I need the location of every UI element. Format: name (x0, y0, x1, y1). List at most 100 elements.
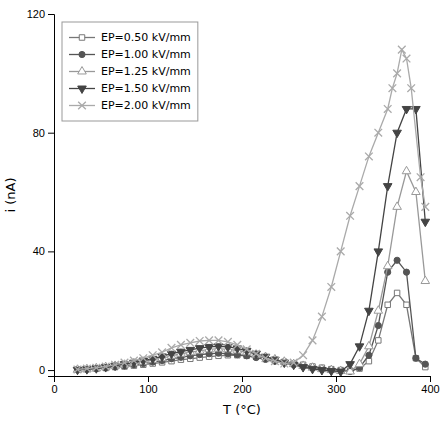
data-point (346, 362, 355, 369)
legend-marker (79, 35, 84, 40)
tick: 100 (139, 376, 157, 395)
legend-label: EP=0.50 kV/mm (101, 31, 191, 44)
tick-label: 300 (327, 383, 345, 395)
data-point (421, 203, 429, 211)
data-point (421, 276, 430, 283)
data-point (130, 357, 138, 365)
legend-marker (78, 86, 87, 93)
tick-mark (430, 376, 431, 382)
data-point (280, 360, 288, 368)
series (75, 290, 428, 373)
data-point (355, 359, 364, 366)
data-point (417, 173, 425, 181)
tick: 0 (39, 364, 54, 376)
series (74, 257, 428, 374)
tick-label: 100 (139, 383, 157, 395)
y-axis-title: i (nA) (3, 177, 18, 212)
data-point (261, 354, 270, 361)
data-point (271, 357, 279, 365)
data-point (402, 106, 411, 113)
legend-item: EP=0.50 kV/mm (69, 31, 191, 44)
axis-line (48, 15, 55, 377)
tick-label: 400 (421, 383, 439, 395)
data-point (177, 341, 185, 349)
tick-mark (242, 376, 243, 382)
tick: 200 (233, 376, 251, 395)
tick: 40 (33, 245, 54, 257)
data-point (168, 344, 176, 352)
legend-marker (78, 102, 86, 110)
data-point (337, 248, 345, 256)
data-layer (73, 46, 429, 376)
data-point (214, 344, 223, 351)
x-axis-title: T (°C) (222, 402, 261, 417)
tick-label: 0 (39, 364, 45, 376)
data-point (290, 359, 298, 367)
data-point (158, 348, 166, 356)
data-point (186, 347, 195, 354)
data-point (195, 346, 204, 353)
data-point (374, 129, 382, 137)
data-point (403, 55, 411, 63)
data-point (158, 353, 167, 360)
tick-label: 0 (51, 383, 57, 395)
data-point (318, 368, 327, 375)
axis-line (55, 377, 431, 383)
series-line (78, 171, 426, 371)
data-point (384, 105, 392, 113)
data-point (403, 269, 409, 275)
data-point (394, 257, 400, 263)
legend: EP=0.50 kV/mm EP=1.00 kV/mm EP=1.25 kV/mm E… (62, 22, 198, 121)
data-point (355, 344, 364, 351)
data-point (383, 184, 392, 191)
data-point (327, 283, 335, 291)
tick-mark (48, 133, 54, 134)
data-point (262, 354, 270, 362)
data-point (102, 363, 110, 371)
tick-label: 120 (27, 8, 45, 20)
data-point (376, 338, 381, 343)
tick-mark (48, 370, 54, 371)
legend-item: EP=1.25 kV/mm (69, 65, 191, 78)
legend-item: EP=2.00 kV/mm (69, 99, 191, 112)
data-point (365, 308, 374, 315)
data-point (205, 344, 214, 351)
data-point (121, 359, 129, 367)
data-point (394, 290, 399, 295)
data-point (327, 368, 336, 375)
data-point (308, 366, 317, 373)
data-point (74, 366, 82, 374)
data-point (383, 261, 392, 268)
data-point (404, 302, 409, 307)
data-point (299, 365, 308, 372)
tick: 80 (33, 127, 54, 139)
data-point (393, 70, 401, 78)
legend-item: EP=1.00 kV/mm (69, 48, 191, 61)
tick-label: 80 (33, 127, 45, 139)
data-point (215, 337, 223, 345)
data-point (413, 355, 418, 360)
data-point (366, 358, 371, 363)
legend-label: EP=1.00 kV/mm (101, 48, 191, 61)
data-point (224, 338, 232, 346)
data-point (393, 202, 402, 209)
data-point (233, 341, 241, 349)
series (74, 46, 429, 374)
series-line (78, 260, 426, 371)
tick-mark (336, 376, 337, 382)
data-point (177, 349, 186, 356)
data-point (252, 350, 260, 358)
data-point (243, 345, 251, 353)
tick-label: 200 (233, 383, 251, 395)
data-point (186, 339, 194, 347)
data-point (214, 344, 223, 351)
data-point (205, 344, 214, 351)
data-point (336, 369, 345, 376)
data-point (111, 361, 119, 369)
data-point (385, 302, 390, 307)
tick-label: 40 (33, 245, 45, 257)
data-point (167, 351, 176, 358)
data-point (365, 341, 374, 348)
data-point (356, 182, 364, 190)
data-point (83, 365, 91, 373)
